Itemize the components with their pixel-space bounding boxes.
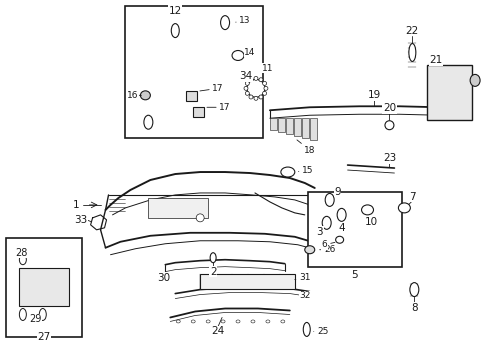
Text: 6: 6 bbox=[321, 240, 334, 249]
Ellipse shape bbox=[244, 86, 247, 90]
Ellipse shape bbox=[303, 323, 309, 336]
Text: 11: 11 bbox=[262, 64, 273, 73]
Text: 23: 23 bbox=[382, 153, 395, 163]
Text: 14: 14 bbox=[244, 48, 255, 57]
Text: 29: 29 bbox=[29, 314, 41, 324]
Text: 34: 34 bbox=[239, 71, 252, 81]
Ellipse shape bbox=[20, 255, 26, 265]
Text: 18: 18 bbox=[296, 140, 315, 154]
Text: 9: 9 bbox=[334, 187, 340, 197]
Ellipse shape bbox=[409, 283, 418, 297]
Bar bbox=[148, 198, 208, 218]
Bar bbox=[285, 118, 292, 134]
Bar bbox=[427, 66, 471, 120]
Ellipse shape bbox=[262, 91, 266, 95]
Ellipse shape bbox=[39, 309, 46, 320]
Ellipse shape bbox=[250, 320, 254, 323]
Text: 30: 30 bbox=[157, 273, 169, 283]
Ellipse shape bbox=[336, 208, 346, 221]
Text: 5: 5 bbox=[350, 270, 357, 280]
Ellipse shape bbox=[140, 91, 150, 100]
Text: 21: 21 bbox=[428, 55, 442, 66]
Text: 10: 10 bbox=[364, 217, 377, 227]
Ellipse shape bbox=[210, 253, 216, 263]
Text: 20: 20 bbox=[382, 103, 395, 113]
Text: 7: 7 bbox=[408, 192, 415, 202]
Ellipse shape bbox=[325, 193, 333, 206]
Ellipse shape bbox=[248, 78, 252, 82]
Text: 32: 32 bbox=[299, 291, 310, 300]
Ellipse shape bbox=[322, 216, 330, 229]
Text: 33: 33 bbox=[74, 215, 87, 225]
Bar bbox=[200, 274, 294, 289]
Ellipse shape bbox=[265, 320, 269, 323]
Ellipse shape bbox=[171, 24, 179, 37]
Ellipse shape bbox=[398, 203, 409, 213]
Ellipse shape bbox=[253, 96, 258, 100]
Bar bbox=[293, 118, 300, 136]
Ellipse shape bbox=[191, 320, 195, 323]
Text: 8: 8 bbox=[410, 302, 417, 312]
Bar bbox=[125, 6, 263, 138]
Text: 17: 17 bbox=[200, 84, 224, 93]
Ellipse shape bbox=[232, 50, 244, 60]
Bar bbox=[309, 118, 316, 140]
Ellipse shape bbox=[220, 15, 229, 30]
Bar bbox=[269, 118, 276, 130]
Text: 4: 4 bbox=[338, 223, 344, 233]
Bar bbox=[307, 192, 402, 267]
Bar bbox=[277, 118, 285, 132]
Ellipse shape bbox=[384, 121, 393, 130]
Text: 25: 25 bbox=[313, 327, 328, 336]
Bar bbox=[6, 238, 81, 337]
Bar bbox=[186, 91, 197, 101]
Text: 27: 27 bbox=[37, 332, 50, 342]
Ellipse shape bbox=[206, 320, 210, 323]
Ellipse shape bbox=[304, 246, 314, 254]
Text: 24: 24 bbox=[211, 327, 224, 336]
Ellipse shape bbox=[259, 78, 263, 82]
Text: 22: 22 bbox=[405, 26, 418, 36]
Ellipse shape bbox=[221, 320, 224, 323]
Ellipse shape bbox=[335, 236, 343, 243]
Text: 15: 15 bbox=[298, 166, 313, 175]
Text: 17: 17 bbox=[206, 103, 230, 112]
Text: 12: 12 bbox=[168, 6, 182, 15]
Text: 16: 16 bbox=[126, 91, 141, 100]
Text: 3: 3 bbox=[316, 227, 323, 237]
Text: 19: 19 bbox=[367, 90, 380, 100]
Text: 1: 1 bbox=[72, 200, 79, 210]
Text: 28: 28 bbox=[15, 248, 27, 258]
Ellipse shape bbox=[245, 91, 249, 95]
Text: 13: 13 bbox=[235, 16, 250, 25]
Ellipse shape bbox=[280, 320, 285, 323]
Text: 2: 2 bbox=[209, 267, 216, 276]
Bar bbox=[193, 107, 203, 117]
Ellipse shape bbox=[245, 81, 249, 85]
Ellipse shape bbox=[143, 115, 153, 129]
Ellipse shape bbox=[196, 214, 203, 222]
Ellipse shape bbox=[259, 95, 263, 99]
Ellipse shape bbox=[264, 86, 267, 90]
Bar bbox=[19, 268, 68, 306]
Ellipse shape bbox=[236, 320, 240, 323]
Text: 26: 26 bbox=[319, 245, 335, 254]
Ellipse shape bbox=[176, 320, 180, 323]
Bar bbox=[301, 118, 308, 138]
Ellipse shape bbox=[246, 80, 264, 97]
Text: 31: 31 bbox=[294, 273, 310, 282]
Ellipse shape bbox=[248, 95, 252, 99]
Ellipse shape bbox=[280, 167, 294, 177]
Ellipse shape bbox=[262, 81, 266, 85]
Ellipse shape bbox=[361, 205, 373, 215]
Ellipse shape bbox=[20, 309, 26, 320]
Ellipse shape bbox=[408, 44, 415, 62]
Ellipse shape bbox=[253, 76, 258, 80]
Ellipse shape bbox=[469, 75, 479, 86]
